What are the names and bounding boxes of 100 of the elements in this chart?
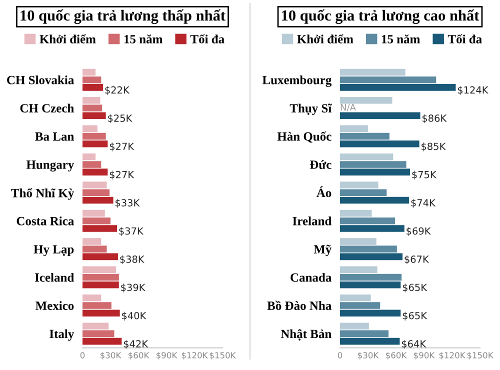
legend-label: Khởi điểm <box>40 34 96 44</box>
data-label: $85K <box>422 142 446 152</box>
y-tick-label: Ba Lan <box>35 132 74 141</box>
y-tick-label: Bồ Đào Nha <box>267 300 332 310</box>
x-tick-label: $150K <box>467 352 494 360</box>
bar <box>340 76 436 84</box>
bar <box>82 132 106 140</box>
data-label: $22K <box>105 86 130 95</box>
bar <box>340 266 378 274</box>
bar <box>340 238 376 245</box>
x-tick-label: $60K <box>128 352 150 360</box>
bar <box>340 294 371 302</box>
y-tick-label: Hy Lạp <box>34 245 74 256</box>
bar <box>340 125 368 132</box>
chart-title: 10 quốc gia trả lương thấp nhất <box>20 9 226 24</box>
data-label: $39K <box>121 284 146 292</box>
y-tick-label: Luxembourg <box>262 75 332 87</box>
data-label: $38K <box>120 255 145 264</box>
data-label: $74K <box>411 198 436 208</box>
bar <box>340 302 380 309</box>
bar <box>82 253 118 260</box>
data-label: $27K <box>110 170 134 180</box>
bar <box>82 210 105 217</box>
bar <box>82 238 102 245</box>
x-tick-label: $150K <box>210 352 236 360</box>
data-label: $86K <box>422 114 447 124</box>
bar <box>340 322 369 330</box>
legend-label: 15 năm <box>382 34 420 44</box>
y-tick-label: Costa Rica <box>16 216 74 226</box>
bar <box>340 153 394 160</box>
x-tick-label: $60K <box>386 352 407 360</box>
y-tick-label: Canada <box>290 272 332 282</box>
bar <box>82 76 102 84</box>
bar <box>340 330 389 338</box>
data-label: $67K <box>404 255 430 264</box>
y-tick-label: CH Czech <box>20 104 74 112</box>
bar <box>340 68 406 76</box>
bar <box>340 274 402 281</box>
bar <box>82 189 110 196</box>
bar <box>82 168 108 176</box>
bar <box>82 97 100 104</box>
bar <box>340 189 387 196</box>
data-label: $42K <box>124 340 148 349</box>
bar <box>82 322 109 330</box>
bar <box>340 84 456 91</box>
bar <box>82 302 112 309</box>
bar <box>340 282 401 288</box>
bar <box>82 125 98 132</box>
x-tick-label: $90K <box>156 352 178 360</box>
bar <box>340 338 400 345</box>
bar <box>82 196 114 204</box>
data-label: $65K <box>402 312 428 321</box>
bar <box>340 210 372 217</box>
y-tick-label: Thổ Nhĩ Kỳ <box>11 188 74 200</box>
bar <box>82 274 119 281</box>
y-tick-label: Thụy Sĩ <box>290 104 332 116</box>
data-label: $37K <box>119 227 144 236</box>
bar <box>340 168 410 176</box>
bar <box>82 182 107 188</box>
bar <box>340 112 420 120</box>
bar <box>340 246 397 252</box>
bar <box>340 253 403 260</box>
legend-label: Tối đa <box>448 34 482 44</box>
bar <box>82 217 110 224</box>
data-label: $75K <box>412 170 437 180</box>
legend-label: Tối đa <box>190 34 224 44</box>
y-tick-label: CH Slovakia <box>7 75 74 84</box>
x-tick-label: $90K <box>414 352 435 360</box>
y-tick-label: Đức <box>310 160 332 169</box>
y-tick-label: Hungary <box>26 160 74 172</box>
y-tick-label: Mỹ <box>314 244 332 256</box>
bar <box>340 97 392 104</box>
data-label: $65K <box>402 284 428 292</box>
x-tick-label: $30K <box>358 352 379 360</box>
bar <box>82 140 108 148</box>
bar <box>340 217 396 224</box>
x-tick-label: $120K <box>182 352 208 360</box>
x-tick-label: $30K <box>100 352 122 360</box>
y-tick-label: Ireland <box>292 216 332 226</box>
legend-label: 15 năm <box>124 34 163 44</box>
bar <box>82 330 114 338</box>
data-label: $64K <box>402 340 426 349</box>
x-tick-label: 0 <box>80 352 85 358</box>
bar <box>82 225 118 232</box>
legend-label: Khởi điểm <box>297 34 354 44</box>
bar <box>82 310 120 316</box>
y-tick-label: Nhật Bản <box>280 329 332 340</box>
bar <box>82 84 104 91</box>
bar <box>340 225 404 232</box>
bar <box>82 338 122 345</box>
data-label: $25K <box>108 114 132 124</box>
text: N/A <box>340 104 356 112</box>
bar <box>340 196 410 204</box>
bar <box>340 140 420 148</box>
bar <box>340 161 406 168</box>
y-tick-label: Áo <box>316 186 332 198</box>
data-label: $69K <box>406 227 431 236</box>
bar <box>82 282 119 288</box>
y-tick-label: Iceland <box>35 272 74 282</box>
bar <box>82 266 116 274</box>
